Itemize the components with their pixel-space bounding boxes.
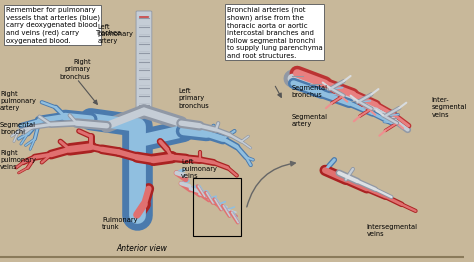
Text: Pulmonary
trunk: Pulmonary trunk: [102, 217, 137, 230]
FancyBboxPatch shape: [136, 11, 152, 112]
Text: Left
primary
bronchus: Left primary bronchus: [179, 88, 210, 108]
Text: Left
pulmonary
artery: Left pulmonary artery: [98, 24, 133, 44]
Text: Right
pulmonary
veins: Right pulmonary veins: [0, 150, 36, 170]
Text: Left
pulmonary
veins: Left pulmonary veins: [181, 159, 217, 179]
Text: Anterior view: Anterior view: [116, 244, 167, 253]
Text: Right
pulmonary
artery: Right pulmonary artery: [0, 91, 36, 111]
Text: Intersegmental
veins: Intersegmental veins: [367, 224, 418, 237]
Text: Right
primary
bronchus: Right primary bronchus: [60, 59, 91, 80]
Text: Segmental
artery: Segmental artery: [292, 114, 328, 127]
Text: Remember for pulmonary
vessels that arteries (blue)
carry deoxygenated blood
and: Remember for pulmonary vessels that arte…: [6, 7, 100, 43]
Text: Bronchial arteries (not
shown) arise from the
thoracic aorta or aortic
intercost: Bronchial arteries (not shown) arise fro…: [227, 7, 322, 58]
Text: Inter-
segmental
veins: Inter- segmental veins: [432, 97, 467, 118]
Bar: [193, 178, 241, 236]
Text: Segmental
bronchi: Segmental bronchi: [0, 122, 36, 135]
Text: Segmental
bronchus: Segmental bronchus: [292, 85, 328, 98]
Text: Trachea: Trachea: [96, 30, 122, 36]
